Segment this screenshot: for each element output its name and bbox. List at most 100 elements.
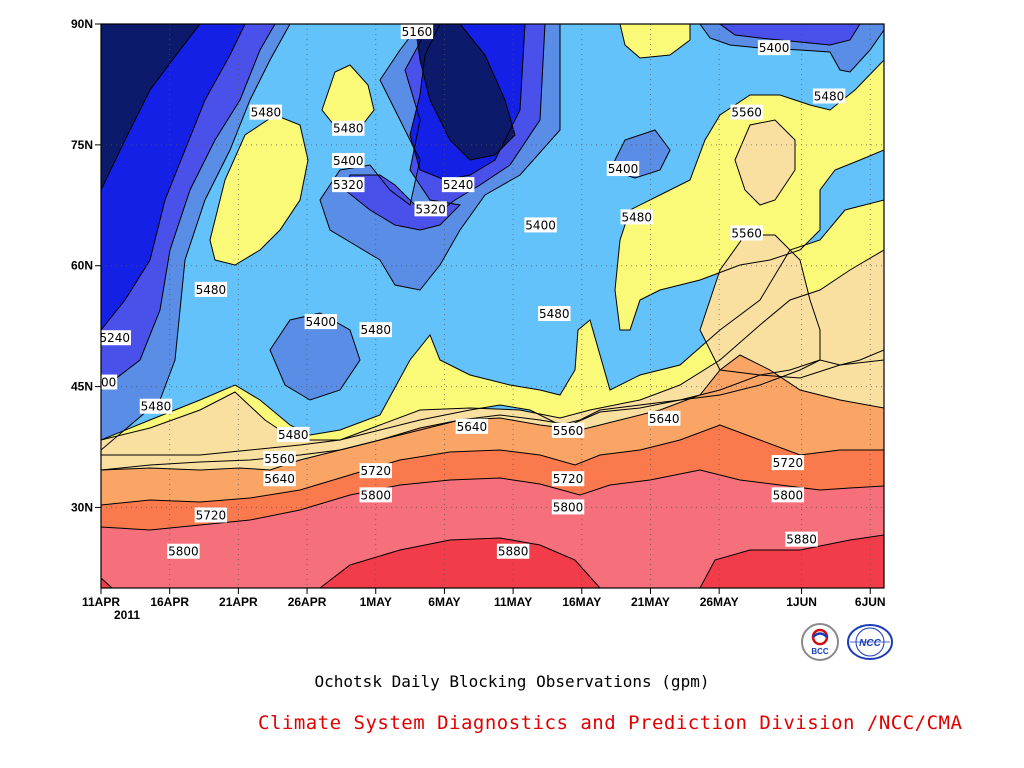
contour-label-box — [359, 487, 392, 503]
contour-label-text: 5480 — [539, 307, 570, 321]
contour-label-box — [194, 507, 228, 523]
contour-label-text: 5480 — [251, 106, 282, 120]
contour-label: 5480 — [812, 88, 846, 104]
contour-line-z10 — [101, 534, 884, 588]
contour-label: 5240 — [99, 330, 131, 346]
contour-label: 5400 — [304, 314, 337, 330]
contour-label-box — [757, 40, 791, 56]
contour-label: 5480 — [249, 104, 283, 120]
contour-label: 5720 — [551, 471, 585, 487]
contour-label-text: 5480 — [621, 210, 652, 224]
contour-label: 5320 — [332, 177, 365, 193]
contour-label-text: 5640 — [457, 420, 488, 434]
contour-label-text: 5480 — [333, 122, 364, 136]
contour-label-box — [648, 410, 681, 426]
contour-label-box — [524, 217, 557, 233]
contour-label-box — [551, 499, 585, 515]
contour-label-text: 5480 — [360, 323, 391, 337]
ncc-logo-text: NCC — [859, 638, 881, 649]
chart-caption: Ochotsk Daily Blocking Observations (gpm… — [314, 672, 710, 691]
contour-label-text: 5320 — [415, 202, 446, 216]
contour-label-box — [496, 543, 530, 559]
contour-label: 5640 — [648, 410, 681, 426]
contour-line-z4 — [101, 24, 884, 456]
contour-label: 5560 — [551, 422, 585, 438]
contour-label-text: 5560 — [731, 106, 762, 120]
contour-label-box — [359, 463, 392, 479]
credit-line: Climate System Diagnostics and Predictio… — [258, 712, 963, 734]
contour-region-5480 — [101, 24, 884, 455]
contour-label: 5320 — [414, 201, 447, 217]
contour-line-z5 — [101, 119, 884, 588]
contour-label-text: 5720 — [553, 472, 584, 486]
contour-label-text: 5640 — [264, 472, 295, 486]
contour-region-5320 — [101, 24, 884, 450]
contour-line-z9 — [101, 469, 884, 588]
contour-label: 5400 — [757, 40, 791, 56]
contour-label: 5640 — [263, 471, 296, 487]
contour-label-box — [101, 374, 118, 390]
contour-label-text: 5800 — [360, 488, 391, 502]
contour-label-box — [277, 426, 310, 442]
contour-label-text: 5880 — [498, 545, 529, 559]
contour-label: 5480 — [194, 281, 228, 297]
x-tick-label: 1MAY — [360, 595, 392, 609]
x-axis-year: 2011 — [114, 608, 140, 622]
contour-label: 5480 — [277, 426, 310, 442]
contour-label-box — [263, 471, 296, 487]
contour-label: 5560 — [263, 451, 296, 467]
contour-label-box — [332, 152, 365, 168]
contour-label: 5400 — [524, 217, 557, 233]
contour-line-z8 — [101, 424, 884, 588]
contour-label-text: 5480 — [141, 400, 172, 414]
x-tick-label: 1JUN — [786, 595, 817, 609]
x-tick-label: 11MAY — [494, 595, 532, 609]
contour-label-text: 5720 — [773, 456, 804, 470]
contour-label-text: 5320 — [333, 178, 364, 192]
contour-label: 5480 — [620, 209, 653, 225]
contour-label: 5800 — [167, 543, 200, 559]
x-axis: 11APR 16APR 21APR 26APR 1MAY 6MAY 11MAY 16MAY 21… — [82, 588, 886, 609]
y-axis: 30N 45N 60N 75N 90N — [71, 17, 101, 514]
y-tick-label: 30N — [71, 500, 93, 514]
contour-line-z0 — [101, 24, 884, 451]
contour-label-box — [771, 455, 805, 471]
contour-region-max — [101, 535, 884, 588]
contour-label-text: 5400 — [608, 162, 639, 176]
contour-label: 5400 — [86, 374, 118, 390]
contour-label-box — [730, 104, 763, 120]
x-tick-label: 6JUN — [855, 595, 886, 609]
contour-label-text: 5560 — [731, 226, 762, 240]
contour-label-text: 5240 — [99, 331, 130, 345]
contour-label-box — [332, 120, 365, 136]
contour-label: 5400 — [606, 161, 640, 177]
bcc-logo: BCC — [800, 622, 840, 662]
contour-label-text: 5560 — [264, 452, 295, 466]
contour-label: 5720 — [771, 455, 805, 471]
contour-line-z3 — [101, 24, 516, 191]
contour-label-text: 5800 — [553, 500, 584, 514]
contour-label-text: 5400 — [86, 376, 117, 390]
contour-label: 5480 — [538, 306, 571, 322]
contour-label: 5800 — [551, 499, 585, 515]
plot-frame — [100, 23, 885, 589]
contour-labels: 5160 5400 5480 5480 5480 5560 5400 5320 5240 5320… — [86, 24, 846, 559]
contour-label-box — [771, 487, 805, 503]
contour-label-text: 5560 — [553, 424, 584, 438]
contour-region-5880 — [101, 470, 884, 588]
x-tick-label: 26APR — [288, 595, 327, 609]
x-tick-label: 11APR — [82, 595, 120, 609]
contour-label: 5880 — [496, 543, 530, 559]
contour-label: 5160 — [400, 24, 434, 40]
x-tick-label: 16MAY — [562, 595, 601, 609]
contour-label-text: 5880 — [786, 533, 817, 547]
contour-label-box — [332, 177, 365, 193]
contour-label-text: 5400 — [333, 154, 364, 168]
contour-label-box — [414, 201, 447, 217]
contour-label-box — [730, 225, 763, 241]
contour-label-text: 5720 — [196, 508, 227, 522]
contour-label-box — [441, 177, 475, 193]
contour-label-text: 5160 — [402, 25, 433, 39]
contour-label: 5480 — [359, 322, 392, 338]
x-tick-label: 6MAY — [428, 595, 460, 609]
